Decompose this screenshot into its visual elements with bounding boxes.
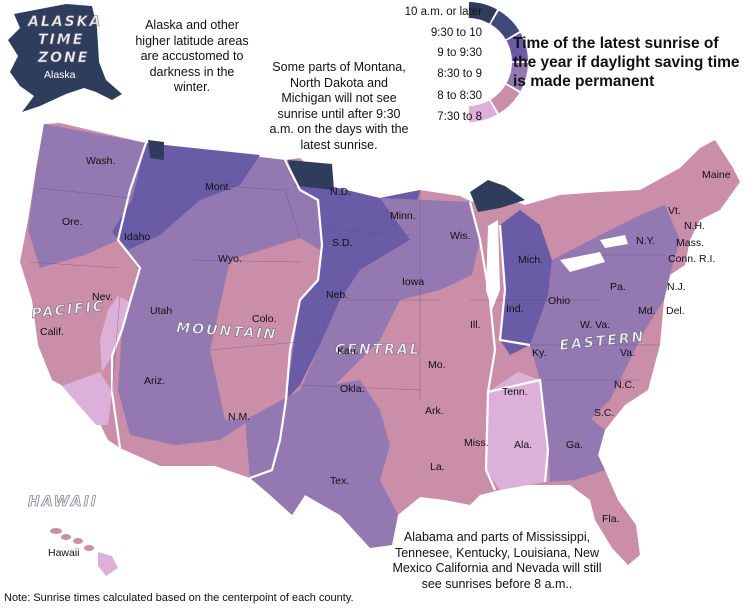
state-label-wis: Wis. xyxy=(450,230,470,242)
state-label-minn: Minn. xyxy=(390,210,416,222)
state-label-md: Md. xyxy=(638,305,656,317)
state-label-wva: W. Va. xyxy=(580,319,610,331)
state-label-tex: Tex. xyxy=(330,475,349,487)
state-label-hawaii: Hawaii xyxy=(48,547,80,559)
state-label-la: La. xyxy=(430,461,445,473)
state-label-sd: S.D. xyxy=(332,237,352,249)
zone-label-central: CENTRAL xyxy=(335,342,421,358)
state-label-colo: Colo. xyxy=(252,313,277,325)
state-label-vt: Vt. xyxy=(668,205,681,217)
state-label-utah: Utah xyxy=(150,305,172,317)
state-label-kan: Kan. xyxy=(337,345,359,357)
legend-label-1: 9:30 to 10 xyxy=(430,27,482,39)
sunrise-bands xyxy=(28,124,680,548)
hawaii-shape xyxy=(50,528,118,576)
state-label-iowa: Iowa xyxy=(402,276,424,288)
state-label-conn: Conn. xyxy=(668,253,696,265)
state-label-va: Va. xyxy=(620,347,635,359)
timezone-boundaries xyxy=(110,142,550,491)
state-label-fla: Fla. xyxy=(602,513,620,525)
state-label-alaska: Alaska xyxy=(44,69,76,81)
state-label-miss: Miss. xyxy=(464,437,489,449)
state-label-pa: Pa. xyxy=(610,281,626,293)
state-label-ri: R.I. xyxy=(699,253,715,265)
legend-swatch-5 xyxy=(468,100,498,122)
state-label-nev: Nev. xyxy=(92,291,113,303)
state-label-tenn: Tenn. xyxy=(502,386,528,398)
zone-label-alaska-2: TIME xyxy=(38,32,84,48)
legend-swatch-4 xyxy=(490,84,520,114)
annotation-alaska: Alaska and other higher latitude areas a… xyxy=(135,18,249,94)
state-label-sc: S.C. xyxy=(594,407,614,419)
great-lakes xyxy=(486,220,628,310)
state-label-maine: Maine xyxy=(702,169,731,181)
annotation-montana: Some parts of Montana, North Dakota and … xyxy=(269,60,409,152)
zone-label-alaska-3: ZONE xyxy=(37,50,89,66)
state-label-nc: N.C. xyxy=(614,379,635,391)
zone-label-alaska-1: ALASKA xyxy=(27,14,102,30)
state-label-nm: N.M. xyxy=(228,411,250,423)
state-label-ky: Ky. xyxy=(532,347,546,359)
state-label-nh: N.H. xyxy=(684,220,705,232)
legend-label-3: 8:30 to 9 xyxy=(437,68,482,80)
state-label-ind: Ind. xyxy=(506,303,524,315)
footnote: Note: Sunrise times calculated based on … xyxy=(4,592,354,604)
state-label-neb: Neb. xyxy=(326,289,348,301)
state-label-ill: Ill. xyxy=(470,319,481,331)
legend-label-0: 10 a.m. or later xyxy=(404,6,482,18)
state-label-mich: Mich. xyxy=(518,254,543,266)
state-label-calif: Calif. xyxy=(40,326,64,338)
state-label-mo: Mo. xyxy=(428,359,446,371)
state-label-wyo: Wyo. xyxy=(218,253,242,265)
zone-label-hawaii: HAWAII xyxy=(28,494,98,510)
state-label-mass: Mass. xyxy=(676,237,704,249)
state-label-nj: N.J. xyxy=(667,281,686,293)
legend-swatch-2 xyxy=(506,32,528,62)
legend-swatch-3 xyxy=(506,62,528,92)
state-label-mont: Mont. xyxy=(205,181,231,193)
state-label-ala: Ala. xyxy=(514,439,532,451)
state-label-nd: N.D. xyxy=(330,186,351,198)
state-label-del: Del. xyxy=(666,305,685,317)
state-label-idaho: Idaho xyxy=(124,231,150,243)
alaska-shape xyxy=(8,4,122,112)
state-label-ark: Ark. xyxy=(425,405,444,417)
legend-arc xyxy=(468,2,528,122)
state-label-ga: Ga. xyxy=(566,439,583,451)
state-labels: Alaska Hawaii Wash. Ore. Calif. Nev. Ida… xyxy=(40,69,731,559)
state-label-okla: Okla. xyxy=(340,383,365,395)
state-label-ohio: Ohio xyxy=(548,295,570,307)
state-label-ny: N.Y. xyxy=(636,235,655,247)
legend-label-2: 9 to 9:30 xyxy=(437,47,482,59)
map-title: Time of the latest sunrise of the year i… xyxy=(513,35,740,90)
zone-label-mountain: MOUNTAIN xyxy=(176,320,278,343)
state-label-ore: Ore. xyxy=(62,216,82,228)
legend-swatch-1 xyxy=(490,10,520,40)
state-label-ariz: Ariz. xyxy=(144,375,165,387)
state-borders xyxy=(29,184,665,400)
legend-label-5: 7:30 to 8 xyxy=(437,111,482,123)
legend-label-4: 8 to 8:30 xyxy=(437,90,482,102)
state-label-wash: Wash. xyxy=(86,155,115,167)
annotation-alabama: Alabama and parts of Mississippi, Tennes… xyxy=(392,530,602,591)
legend-swatch-0 xyxy=(468,2,498,24)
